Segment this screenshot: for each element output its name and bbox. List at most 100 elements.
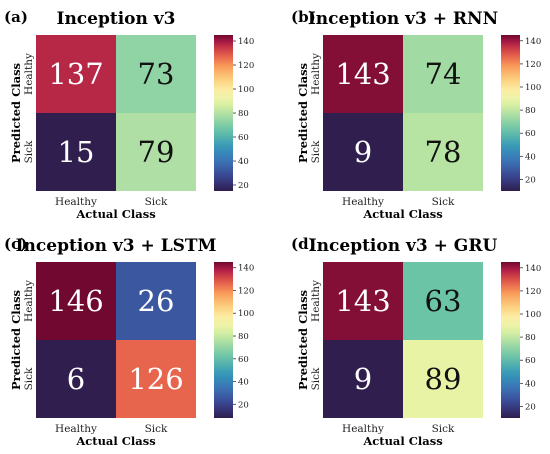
panel-label: (c) (4, 235, 27, 253)
heatmap-cell (116, 262, 196, 340)
colorbar-tick-label: 120 (238, 286, 254, 296)
cell-value-label: 146 (48, 284, 103, 318)
x-tick-label: Healthy (55, 423, 97, 435)
colorbar-tick-label: 140 (525, 37, 541, 47)
x-axis-title: Actual Class (75, 434, 155, 448)
heatmap-cell (116, 340, 196, 418)
y-tick-label: Healthy (23, 53, 35, 95)
colorbar-tick-label: 80 (525, 333, 536, 343)
heatmap-cell (323, 262, 403, 340)
x-tick-label: Healthy (55, 196, 97, 208)
colorbar-tick-label: 80 (238, 109, 249, 119)
panel-title: Inception v3 (57, 9, 176, 29)
colorbar-tick-label: 140 (525, 264, 541, 274)
x-tick-label: Healthy (342, 196, 384, 208)
colorbar-tick-label: 140 (238, 264, 254, 274)
heatmap-cell (323, 35, 403, 113)
colorbar-tick-label: 40 (525, 379, 536, 389)
heatmap-cell (403, 340, 483, 418)
colorbar-tick-label: 100 (525, 83, 541, 93)
y-tick-label: Sick (310, 140, 322, 163)
colorbar-tick-label: 20 (525, 175, 536, 185)
panel-label: (d) (291, 235, 316, 253)
heatmap-cell (116, 113, 196, 191)
heatmap-panel: (b)Inception v3 + RNN 143 74 9 78 Healthy Sick… (291, 8, 541, 221)
colorbar-tick-label: 80 (238, 332, 249, 342)
y-tick-label: Healthy (310, 53, 322, 95)
heatmap-cell (36, 113, 116, 191)
panel-label: (a) (4, 8, 28, 26)
cell-value-label: 89 (425, 362, 462, 396)
colorbar-tick-label: 40 (238, 157, 249, 167)
y-tick-label: Sick (23, 140, 35, 163)
cell-value-label: 126 (128, 362, 183, 396)
colorbar-tick-label: 60 (238, 355, 249, 365)
cell-value-label: 9 (354, 362, 372, 396)
cell-value-label: 15 (58, 135, 95, 169)
colorbar-tick-label: 120 (525, 287, 541, 297)
colorbar-tick-label: 100 (238, 309, 254, 319)
heatmap-cell (403, 113, 483, 191)
x-tick-label: Sick (432, 196, 455, 208)
heatmap-cell (403, 35, 483, 113)
x-tick-label: Healthy (342, 423, 384, 435)
x-tick-label: Sick (145, 423, 168, 435)
cell-value-label: 73 (138, 57, 175, 91)
heatmap-cell (116, 35, 196, 113)
cell-value-label: 63 (425, 284, 462, 318)
y-axis-title: Predicted Class (296, 290, 310, 390)
heatmap-cell (403, 262, 483, 340)
colorbar-tick-label: 20 (238, 400, 249, 410)
colorbar-tick-label: 40 (525, 152, 536, 162)
colorbar-tick-label: 100 (525, 310, 541, 320)
cell-value-label: 74 (425, 57, 462, 91)
colorbar-tick-label: 20 (525, 402, 536, 412)
colorbar (501, 35, 520, 191)
colorbar (214, 35, 233, 191)
panel-title: Inception v3 + GRU (309, 236, 498, 256)
colorbar-tick-label: 80 (525, 106, 536, 116)
colorbar-tick-label: 120 (525, 60, 541, 70)
y-tick-label: Healthy (23, 280, 35, 322)
heatmap-panel: (d)Inception v3 + GRU 143 63 9 89 Healthy Sick… (291, 235, 541, 448)
heatmap-cell (36, 340, 116, 418)
colorbar-tick-label: 120 (238, 61, 254, 71)
y-axis-title: Predicted Class (9, 63, 23, 163)
panel-title: Inception v3 + RNN (308, 9, 498, 29)
x-axis-title: Actual Class (362, 434, 442, 448)
cell-value-label: 79 (138, 135, 175, 169)
heatmap-cell (36, 35, 116, 113)
heatmap-cell (323, 113, 403, 191)
cell-value-label: 9 (354, 135, 372, 169)
cell-value-label: 143 (335, 57, 390, 91)
colorbar-tick-label: 40 (238, 378, 249, 388)
x-axis-title: Actual Class (362, 207, 442, 221)
y-tick-label: Sick (310, 367, 322, 390)
colorbar (214, 262, 233, 418)
colorbar (501, 262, 520, 418)
y-axis-title: Predicted Class (9, 290, 23, 390)
cell-value-label: 137 (48, 57, 103, 91)
colorbar-tick-label: 60 (525, 129, 536, 139)
colorbar-tick-label: 20 (238, 181, 249, 191)
colorbar-tick-label: 60 (238, 133, 249, 143)
y-tick-label: Sick (23, 367, 35, 390)
panel-label: (b) (291, 8, 316, 26)
colorbar-tick-label: 140 (238, 37, 254, 47)
panel-title: Inception v3 + LSTM (16, 236, 217, 256)
heatmap-cell (323, 340, 403, 418)
colorbar-tick-label: 100 (238, 85, 254, 95)
x-tick-label: Sick (145, 196, 168, 208)
heatmap-panel: (c)Inception v3 + LSTM 146 26 6 126 Healthy Si… (4, 235, 254, 448)
cell-value-label: 143 (335, 284, 390, 318)
cell-value-label: 26 (138, 284, 175, 318)
x-tick-label: Sick (432, 423, 455, 435)
colorbar-tick-label: 60 (525, 356, 536, 366)
x-axis-title: Actual Class (75, 207, 155, 221)
cell-value-label: 78 (425, 135, 462, 169)
y-tick-label: Healthy (310, 280, 322, 322)
cell-value-label: 6 (67, 362, 85, 396)
y-axis-title: Predicted Class (296, 63, 310, 163)
